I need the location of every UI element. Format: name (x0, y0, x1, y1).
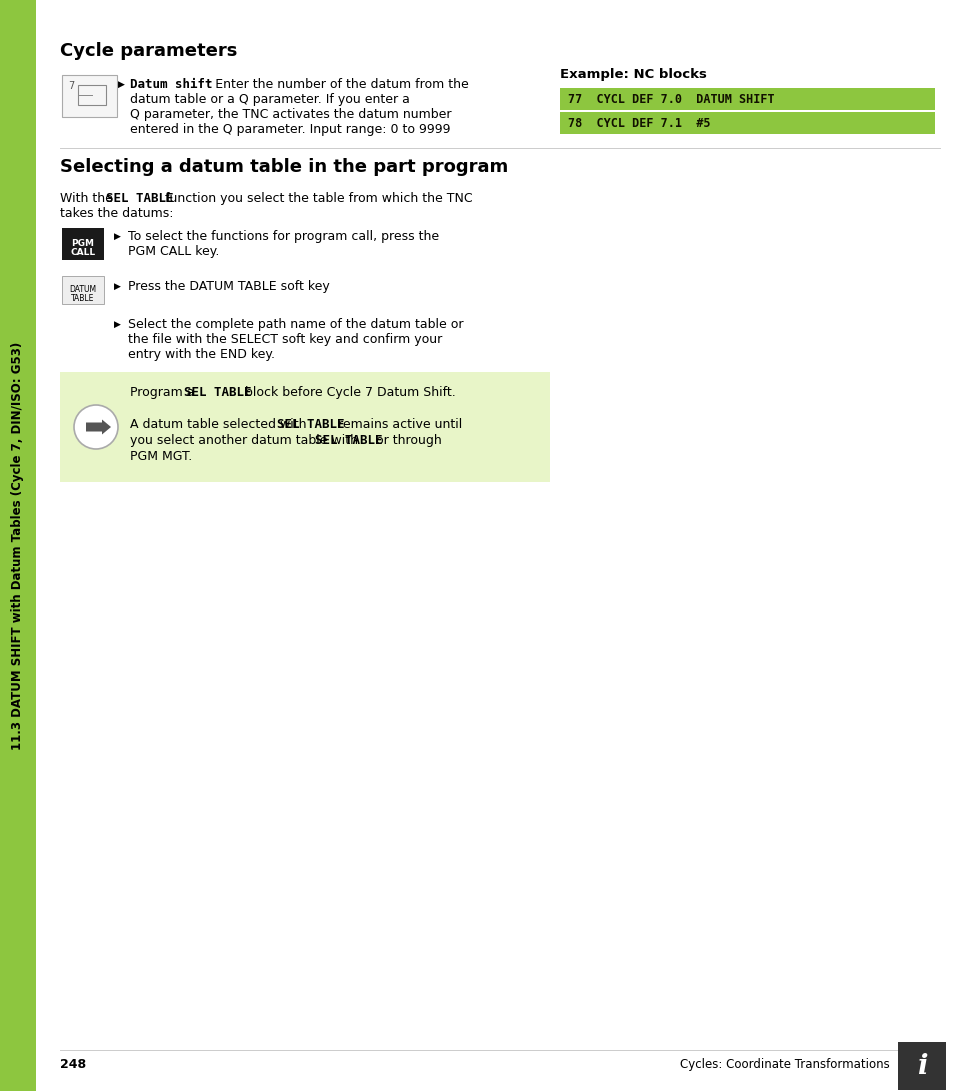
Text: A datum table selected with: A datum table selected with (130, 418, 310, 431)
Text: PGM: PGM (71, 239, 94, 248)
Text: or through: or through (372, 434, 441, 447)
Text: Datum shift: Datum shift (130, 77, 213, 91)
Text: SEL TABLE: SEL TABLE (314, 434, 382, 447)
Text: Cycles: Coordinate Transformations: Cycles: Coordinate Transformations (679, 1058, 889, 1071)
Text: ▶: ▶ (118, 80, 125, 89)
Circle shape (74, 405, 118, 449)
Text: Example: NC blocks: Example: NC blocks (559, 68, 706, 81)
Text: Select the complete path name of the datum table or: Select the complete path name of the dat… (128, 317, 463, 331)
Text: PGM CALL key.: PGM CALL key. (128, 245, 219, 257)
Bar (0, 0, 36, 1091)
Text: block before Cycle 7 Datum Shift.: block before Cycle 7 Datum Shift. (241, 386, 456, 399)
Bar (559, 88, 934, 110)
Text: Program a: Program a (130, 386, 198, 399)
Text: SEL TABLE: SEL TABLE (184, 386, 252, 399)
Text: DATUM: DATUM (70, 285, 96, 293)
Text: TABLE: TABLE (71, 293, 94, 303)
Text: Cycle parameters: Cycle parameters (60, 41, 237, 60)
Text: 248: 248 (60, 1058, 86, 1071)
Text: Q parameter, the TNC activates the datum number: Q parameter, the TNC activates the datum… (130, 108, 451, 121)
Text: 11.3 DATUM SHIFT with Datum Tables (Cycle 7, DIN/ISO: G53): 11.3 DATUM SHIFT with Datum Tables (Cycl… (11, 341, 25, 750)
Text: 77  CYCL DEF 7.0  DATUM SHIFT: 77 CYCL DEF 7.0 DATUM SHIFT (567, 93, 774, 106)
Text: remains active until: remains active until (334, 418, 462, 431)
Text: i: i (916, 1053, 926, 1079)
Text: SEL TABLE: SEL TABLE (276, 418, 344, 431)
Text: datum table or a Q parameter. If you enter a: datum table or a Q parameter. If you ent… (130, 93, 410, 106)
Text: With the: With the (60, 192, 117, 205)
Text: CALL: CALL (71, 248, 95, 257)
Bar (897, 1042, 945, 1090)
Text: ▶: ▶ (113, 281, 121, 291)
Text: 7: 7 (68, 81, 74, 91)
Bar (62, 228, 104, 260)
Text: : Enter the number of the datum from the: : Enter the number of the datum from the (207, 77, 468, 91)
Bar (62, 75, 117, 117)
Text: Press the DATUM TABLE soft key: Press the DATUM TABLE soft key (128, 280, 330, 293)
Text: 78  CYCL DEF 7.1  #5: 78 CYCL DEF 7.1 #5 (567, 117, 710, 130)
Text: ▶: ▶ (113, 320, 121, 329)
FancyArrow shape (86, 420, 111, 434)
Bar (62, 276, 104, 304)
Bar (78, 85, 106, 105)
Bar (60, 372, 550, 482)
Text: To select the functions for program call, press the: To select the functions for program call… (128, 230, 438, 243)
Text: function you select the table from which the TNC: function you select the table from which… (161, 192, 472, 205)
Text: takes the datums:: takes the datums: (60, 207, 173, 220)
Text: ▶: ▶ (113, 232, 121, 241)
Text: you select another datum table with: you select another datum table with (130, 434, 361, 447)
Text: Selecting a datum table in the part program: Selecting a datum table in the part prog… (60, 158, 508, 176)
Text: PGM MGT.: PGM MGT. (130, 449, 193, 463)
Text: SEL TABLE: SEL TABLE (106, 192, 173, 205)
Bar (559, 112, 934, 134)
Text: the file with the SELECT soft key and confirm your: the file with the SELECT soft key and co… (128, 333, 442, 346)
Text: entered in the Q parameter. Input range: 0 to 9999: entered in the Q parameter. Input range:… (130, 123, 450, 136)
Text: entry with the END key.: entry with the END key. (128, 348, 274, 361)
